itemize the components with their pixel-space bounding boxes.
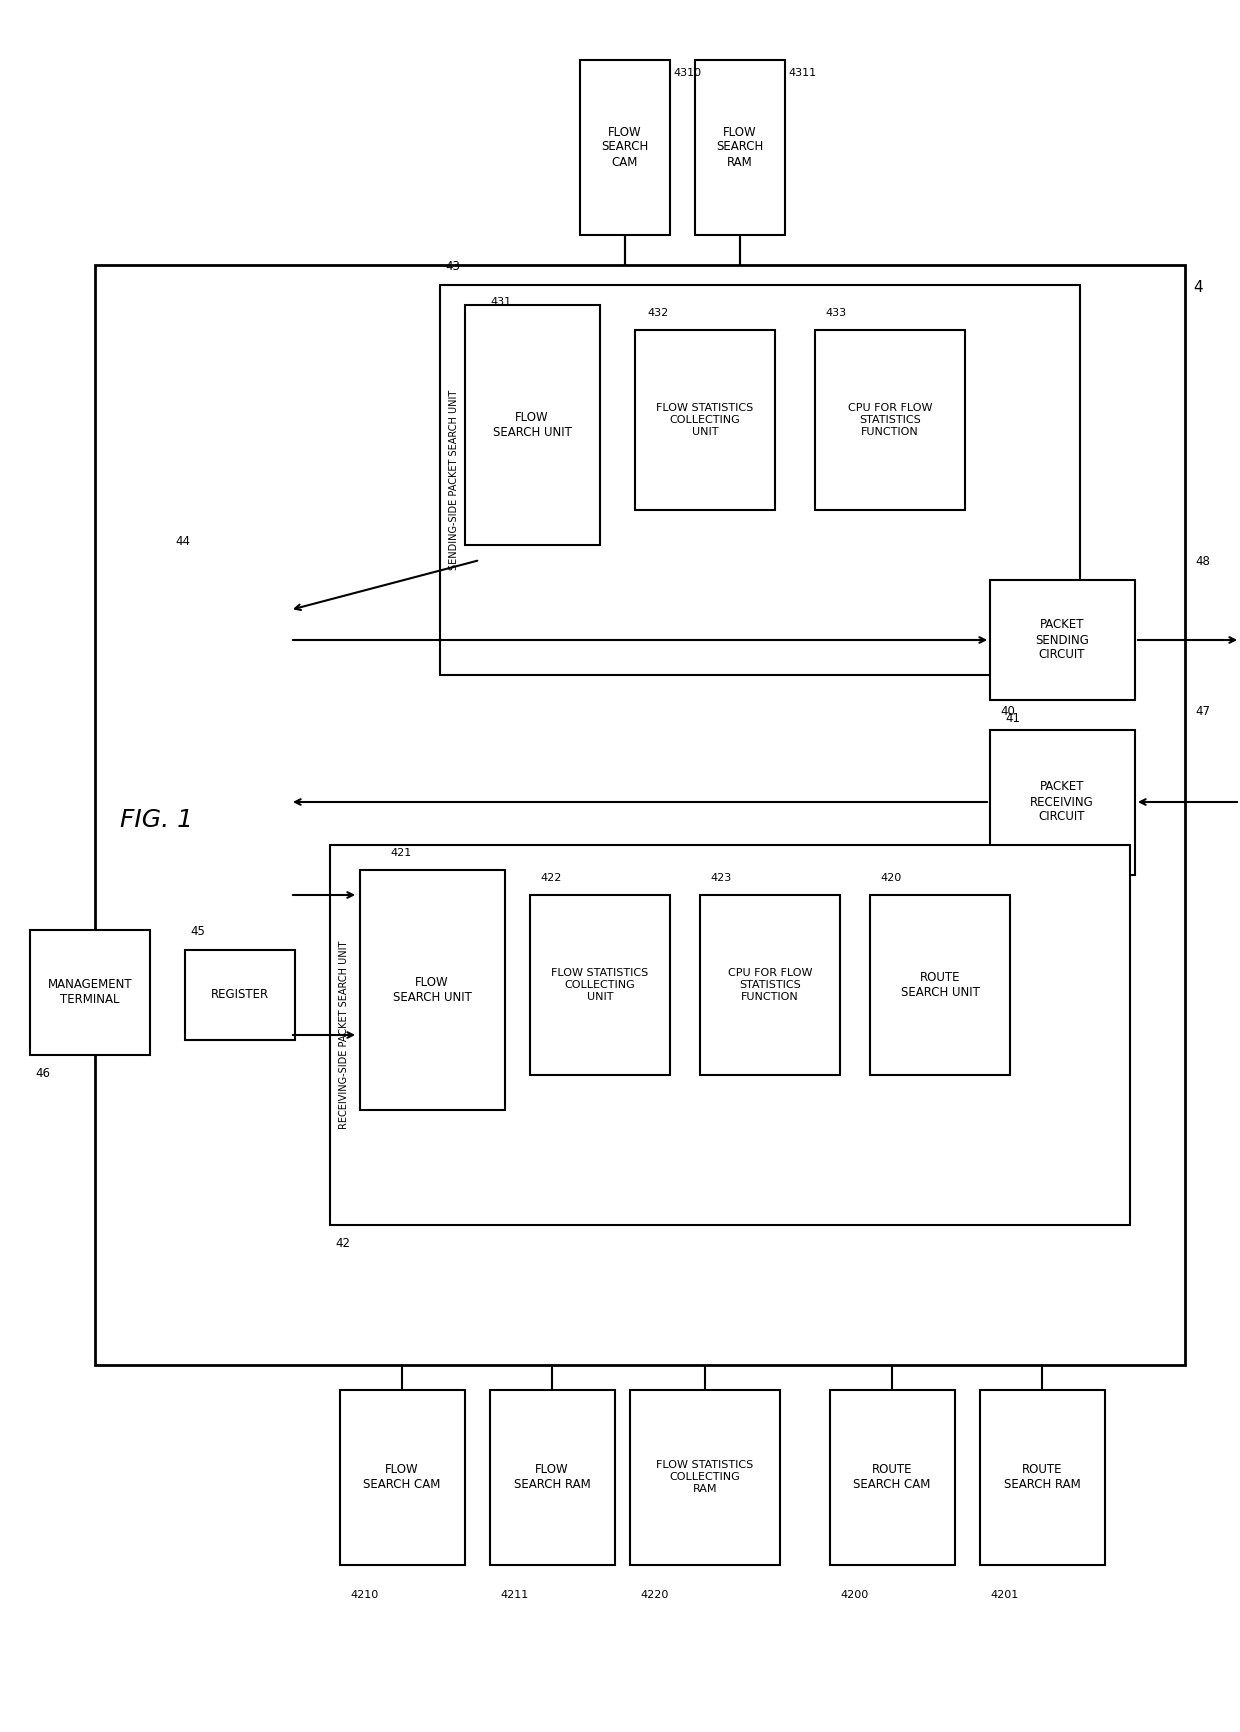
- Text: PACKET
SENDING
CIRCUIT: PACKET SENDING CIRCUIT: [1035, 618, 1089, 662]
- Bar: [694, 61, 785, 236]
- Text: CPU FOR FLOW
STATISTICS
FUNCTION: CPU FOR FLOW STATISTICS FUNCTION: [728, 968, 812, 1001]
- Text: 47: 47: [1195, 705, 1210, 719]
- Bar: [701, 895, 839, 1076]
- Bar: [980, 1391, 1105, 1566]
- Text: FLOW
SEARCH UNIT: FLOW SEARCH UNIT: [393, 977, 471, 1005]
- Text: FLOW STATISTICS
COLLECTING
RAM: FLOW STATISTICS COLLECTING RAM: [656, 1460, 754, 1493]
- Bar: [440, 286, 1080, 675]
- Bar: [330, 845, 1130, 1225]
- Bar: [360, 869, 505, 1110]
- Text: 4210: 4210: [350, 1590, 378, 1600]
- Text: FLOW STATISTICS
COLLECTING
UNIT: FLOW STATISTICS COLLECTING UNIT: [656, 404, 754, 436]
- Text: REGISTER: REGISTER: [211, 989, 269, 1001]
- Bar: [990, 580, 1135, 700]
- Text: 43: 43: [445, 260, 460, 274]
- Bar: [870, 895, 1011, 1076]
- Bar: [815, 331, 965, 509]
- Text: FLOW
SEARCH
CAM: FLOW SEARCH CAM: [601, 125, 649, 168]
- Text: FLOW STATISTICS
COLLECTING
UNIT: FLOW STATISTICS COLLECTING UNIT: [552, 968, 649, 1001]
- Text: 420: 420: [880, 873, 901, 883]
- Bar: [490, 1391, 615, 1566]
- Text: 431: 431: [490, 296, 511, 307]
- Text: 40: 40: [999, 705, 1014, 719]
- Text: 4211: 4211: [500, 1590, 528, 1600]
- Bar: [630, 1391, 780, 1566]
- Bar: [529, 895, 670, 1076]
- Text: PACKET
RECEIVING
CIRCUIT: PACKET RECEIVING CIRCUIT: [1030, 781, 1094, 823]
- Bar: [340, 1391, 465, 1566]
- Text: FLOW
SEARCH
RAM: FLOW SEARCH RAM: [717, 125, 764, 168]
- Text: SENDING-SIDE PACKET SEARCH UNIT: SENDING-SIDE PACKET SEARCH UNIT: [449, 390, 459, 570]
- Bar: [990, 729, 1135, 875]
- Text: 41: 41: [1004, 712, 1021, 726]
- Text: FLOW
SEARCH CAM: FLOW SEARCH CAM: [363, 1464, 440, 1491]
- Text: 48: 48: [1195, 554, 1210, 568]
- Bar: [580, 61, 670, 236]
- Text: FLOW
SEARCH RAM: FLOW SEARCH RAM: [513, 1464, 590, 1491]
- Text: 421: 421: [391, 849, 412, 857]
- Text: FLOW
SEARCH UNIT: FLOW SEARCH UNIT: [492, 410, 572, 438]
- Text: 45: 45: [190, 925, 205, 939]
- Text: 46: 46: [35, 1067, 50, 1081]
- Text: 4311: 4311: [787, 68, 816, 78]
- Text: 4220: 4220: [640, 1590, 668, 1600]
- Text: RECEIVING-SIDE PACKET SEARCH UNIT: RECEIVING-SIDE PACKET SEARCH UNIT: [339, 940, 348, 1129]
- Bar: [185, 949, 295, 1039]
- Text: ROUTE
SEARCH CAM: ROUTE SEARCH CAM: [853, 1464, 931, 1491]
- Text: 423: 423: [711, 873, 732, 883]
- Bar: [635, 331, 775, 509]
- Bar: [95, 265, 1185, 1365]
- Bar: [465, 305, 600, 546]
- Text: 4201: 4201: [990, 1590, 1018, 1600]
- Text: 44: 44: [175, 535, 190, 547]
- Text: 4200: 4200: [839, 1590, 868, 1600]
- Text: ROUTE
SEARCH RAM: ROUTE SEARCH RAM: [1003, 1464, 1080, 1491]
- Bar: [830, 1391, 955, 1566]
- Text: CPU FOR FLOW
STATISTICS
FUNCTION: CPU FOR FLOW STATISTICS FUNCTION: [848, 404, 932, 436]
- Text: ROUTE
SEARCH UNIT: ROUTE SEARCH UNIT: [900, 972, 980, 999]
- Text: MANAGEMENT
TERMINAL: MANAGEMENT TERMINAL: [47, 979, 133, 1006]
- Text: 42: 42: [335, 1237, 350, 1251]
- Text: 4310: 4310: [673, 68, 701, 78]
- Text: 433: 433: [825, 308, 846, 319]
- Text: FIG. 1: FIG. 1: [120, 809, 193, 831]
- Bar: [30, 930, 150, 1055]
- Text: 4: 4: [1193, 281, 1203, 294]
- Text: 422: 422: [539, 873, 562, 883]
- Text: 432: 432: [647, 308, 668, 319]
